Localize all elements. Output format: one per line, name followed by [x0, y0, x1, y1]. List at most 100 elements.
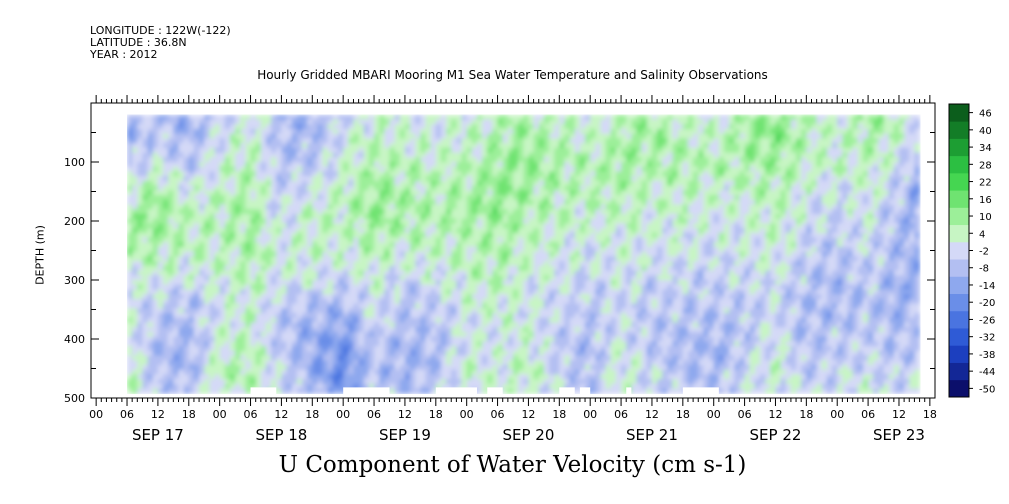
heatmap-cell — [327, 166, 334, 173]
heatmap-cell — [343, 228, 349, 234]
heatmap-cell — [528, 185, 535, 191]
heatmap-cell — [394, 138, 401, 144]
heatmap-cell — [188, 261, 195, 267]
heatmap-cell — [142, 350, 149, 357]
heatmap-cell — [322, 280, 329, 286]
heatmap-cell — [224, 228, 231, 234]
heatmap-cell — [307, 322, 313, 328]
heatmap-cell — [178, 176, 185, 182]
heatmap-cell — [559, 237, 566, 243]
heatmap-cell — [440, 298, 447, 305]
heatmap-cell — [466, 124, 473, 130]
heatmap-cell — [404, 228, 411, 234]
heatmap-cell — [219, 209, 226, 215]
heatmap-cell — [492, 199, 499, 206]
heatmap-cell — [127, 275, 133, 281]
heatmap-cell — [250, 190, 257, 196]
heatmap-cell — [492, 275, 499, 281]
heatmap-cell — [204, 246, 210, 253]
heatmap-cell — [178, 143, 185, 149]
heatmap-cell — [420, 246, 427, 253]
heatmap-cell — [188, 270, 195, 276]
heatmap-cell — [404, 152, 411, 158]
heatmap-cell — [338, 308, 344, 314]
heatmap-cell — [363, 195, 370, 201]
heatmap-cell — [425, 322, 432, 328]
heatmap-cell — [374, 336, 380, 342]
heatmap-cell — [374, 166, 380, 173]
heatmap-cell — [199, 242, 205, 248]
heatmap-cell — [281, 232, 288, 239]
heatmap-cell — [363, 119, 370, 125]
heatmap-cell — [332, 124, 339, 130]
heatmap-cell — [127, 374, 133, 380]
heatmap-cell — [399, 251, 406, 257]
heatmap-cell — [302, 256, 308, 262]
heatmap-cell — [229, 128, 236, 135]
heatmap-cell — [343, 261, 349, 267]
heatmap-cell — [368, 152, 375, 158]
heatmap-cell — [523, 152, 530, 158]
heatmap-cell — [147, 294, 154, 300]
heatmap-cell — [343, 331, 349, 338]
heatmap-cell — [554, 124, 560, 130]
heatmap-cell — [538, 265, 545, 272]
heatmap-cell — [260, 331, 267, 338]
heatmap-cell — [518, 143, 524, 149]
heatmap-cell — [549, 218, 555, 224]
heatmap-cell — [497, 232, 504, 239]
heatmap-cell — [523, 289, 530, 295]
heatmap-cell — [415, 195, 421, 201]
heatmap-cell — [127, 162, 133, 168]
heatmap-cell — [199, 204, 205, 210]
heatmap-cell — [461, 341, 468, 347]
heatmap-cell — [276, 346, 283, 352]
heatmap-cell — [245, 162, 252, 168]
heatmap-cell — [343, 237, 349, 243]
heatmap-cell — [358, 346, 365, 352]
heatmap-cell — [399, 166, 406, 173]
heatmap-cell — [482, 317, 488, 324]
heatmap-cell — [291, 209, 298, 215]
heatmap-cell — [193, 265, 200, 272]
heatmap-cell — [482, 350, 488, 357]
heatmap-cell — [446, 369, 452, 375]
heatmap-cell — [188, 374, 195, 380]
heatmap-cell — [389, 128, 396, 135]
heatmap-cell — [260, 313, 267, 319]
heatmap-cell — [528, 190, 535, 196]
heatmap-cell — [410, 256, 416, 262]
heatmap-cell — [137, 261, 144, 267]
heatmap-cell — [368, 350, 375, 357]
heatmap-cell — [363, 317, 370, 324]
heatmap-cell — [379, 364, 385, 371]
heatmap-cell — [492, 166, 499, 173]
heatmap-cell — [322, 180, 329, 187]
heatmap-cell — [204, 374, 210, 380]
heatmap-cell — [250, 360, 257, 366]
heatmap-cell — [487, 313, 494, 319]
heatmap-cell — [368, 374, 375, 380]
heatmap-cell — [435, 157, 442, 163]
heatmap-cell — [219, 331, 226, 338]
heatmap-cell — [322, 157, 329, 163]
heatmap-cell — [219, 284, 226, 291]
heatmap-cell — [286, 308, 293, 314]
heatmap-cell — [502, 190, 509, 196]
heatmap-cell — [147, 364, 154, 371]
heatmap-cell — [152, 157, 159, 163]
heatmap-cell — [523, 346, 530, 352]
heatmap-cell — [513, 228, 519, 234]
heatmap-cell — [549, 246, 555, 253]
heatmap-cell — [507, 336, 514, 342]
heatmap-cell — [440, 355, 447, 361]
heatmap-cell — [487, 242, 494, 248]
heatmap-cell — [265, 327, 272, 333]
heatmap-cell — [389, 119, 396, 125]
heatmap-cell — [240, 251, 246, 257]
heatmap-cell — [384, 289, 391, 295]
heatmap-cell — [163, 124, 169, 130]
heatmap-cell — [276, 298, 283, 305]
heatmap-cell — [209, 383, 216, 390]
heatmap-cell — [286, 237, 293, 243]
